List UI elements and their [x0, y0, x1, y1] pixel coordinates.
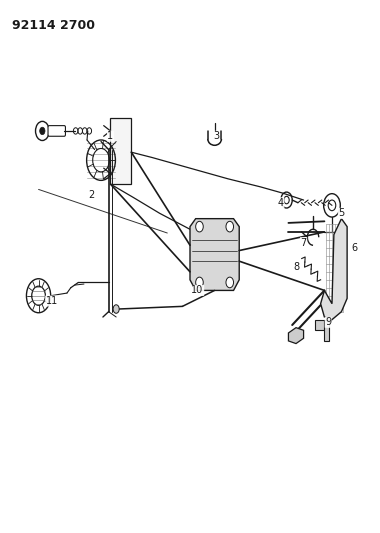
Circle shape: [113, 305, 119, 313]
Text: 2: 2: [89, 190, 95, 200]
Text: 6: 6: [352, 243, 358, 253]
Polygon shape: [321, 219, 347, 320]
Text: 9: 9: [325, 317, 331, 327]
FancyBboxPatch shape: [315, 320, 328, 330]
Text: 11: 11: [46, 296, 58, 306]
FancyBboxPatch shape: [48, 126, 65, 136]
Circle shape: [226, 221, 234, 232]
Text: 3: 3: [214, 131, 220, 141]
FancyBboxPatch shape: [325, 320, 329, 341]
Text: 4: 4: [278, 198, 284, 208]
Polygon shape: [288, 328, 304, 344]
Text: 1: 1: [108, 131, 114, 141]
Circle shape: [40, 127, 45, 135]
Text: 8: 8: [293, 262, 299, 271]
Text: 7: 7: [301, 238, 307, 247]
Circle shape: [196, 277, 203, 288]
FancyBboxPatch shape: [111, 118, 131, 184]
Text: 10: 10: [192, 286, 204, 295]
Text: 92114 2700: 92114 2700: [12, 19, 95, 33]
Text: 5: 5: [338, 208, 345, 219]
Circle shape: [196, 221, 203, 232]
Polygon shape: [190, 219, 239, 290]
Circle shape: [226, 277, 234, 288]
